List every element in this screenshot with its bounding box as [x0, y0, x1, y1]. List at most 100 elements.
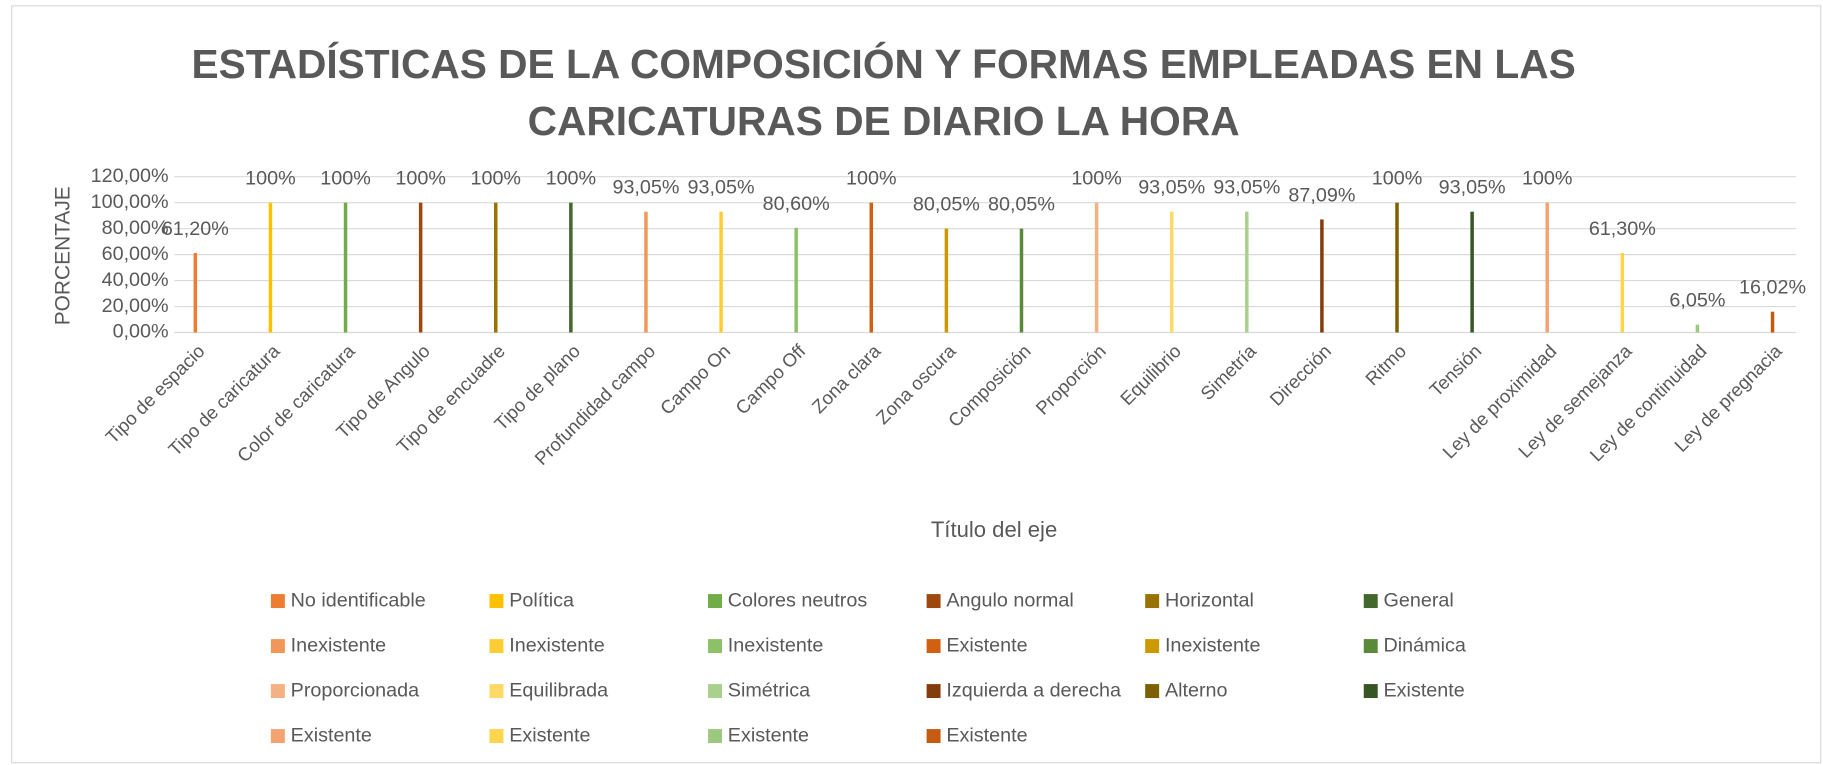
legend-swatch [1145, 594, 1160, 609]
y-tick-label: 40,00% [102, 269, 169, 291]
value-label: 93,05% [688, 177, 755, 199]
legend-swatch [708, 729, 722, 744]
legend-label: Angulo normal [946, 589, 1073, 611]
y-tick-label: 20,00% [102, 295, 169, 317]
y-tick-label: 0,00% [113, 321, 169, 343]
legend-swatch [926, 594, 941, 609]
bar [1695, 324, 1700, 333]
value-label: 80,05% [913, 194, 980, 216]
value-label: 93,05% [1439, 177, 1506, 199]
legend-swatch [1145, 639, 1160, 654]
legend-label: Proporcionada [291, 679, 419, 701]
legend-label: Existente [946, 724, 1027, 746]
legend-label: General [1384, 589, 1454, 611]
legend-label: Colores neutros [728, 589, 868, 611]
value-label: 100% [245, 168, 296, 190]
legend-swatch [926, 729, 941, 744]
legend-swatch [708, 684, 722, 699]
bar [869, 202, 874, 333]
y-tick-label: 80,00% [102, 217, 169, 239]
legend-label: Existente [728, 724, 809, 746]
legend-label: Alterno [1165, 679, 1228, 701]
value-label: 61,30% [1589, 218, 1656, 240]
value-label: 100% [546, 168, 597, 190]
value-label: 80,05% [988, 194, 1055, 216]
y-tick-label: 100,00% [91, 191, 169, 213]
bar [719, 211, 723, 333]
legend-label: Izquierda a derecha [946, 679, 1121, 701]
y-tick-label: 60,00% [102, 243, 169, 265]
legend-swatch [708, 594, 722, 609]
legend-swatch [1363, 639, 1378, 654]
x-axis-title: Título del eje [931, 517, 1057, 542]
legend-swatch [489, 639, 504, 654]
value-label: 100% [395, 168, 446, 190]
bar [193, 253, 198, 333]
bar [1245, 211, 1249, 333]
legend-swatch [926, 639, 941, 654]
legend-label: Existente [291, 724, 372, 746]
y-axis-title: PORCENTAJE [51, 186, 74, 325]
legend-swatch [1363, 594, 1378, 609]
value-label: 93,05% [612, 177, 679, 199]
legend-swatch [270, 684, 285, 699]
legend-label: Inexistente [291, 634, 387, 656]
bar [494, 202, 498, 333]
bar [268, 202, 273, 333]
bar [1019, 228, 1024, 333]
bar [794, 227, 798, 333]
legend-swatch [489, 594, 504, 609]
legend-swatch [926, 684, 941, 699]
chart-title: ESTADÍSTICAS DE LA COMPOSICIÓN Y FORMAS … [191, 41, 1575, 87]
bar [1470, 211, 1474, 333]
value-label: 100% [1372, 168, 1423, 190]
value-label: 100% [1071, 168, 1122, 190]
bar [1620, 252, 1625, 333]
legend-label: Inexistente [728, 634, 824, 656]
legend-swatch [489, 729, 504, 744]
value-label: 93,05% [1138, 177, 1205, 199]
legend-swatch [270, 594, 285, 609]
legend-swatch [1363, 684, 1378, 699]
legend-label: Simétrica [728, 679, 810, 701]
legend-label: Política [509, 589, 574, 611]
value-label: 100% [846, 168, 897, 190]
legend-label: Existente [509, 724, 590, 746]
value-label: 6,05% [1669, 290, 1725, 312]
legend-label: Inexistente [1165, 634, 1261, 656]
legend-swatch [708, 639, 722, 654]
chart-title: CARICATURAS DE DIARIO LA HORA [528, 98, 1240, 144]
bar [1395, 202, 1399, 333]
legend-label: No identificable [291, 589, 426, 611]
legend-label: Inexistente [509, 634, 605, 656]
value-label: 80,60% [763, 193, 830, 215]
bar [644, 211, 648, 333]
legend-swatch [489, 684, 504, 699]
bar [1094, 202, 1099, 333]
legend-swatch [270, 639, 285, 654]
legend-label: Existente [946, 634, 1027, 656]
legend-label: Horizontal [1165, 589, 1254, 611]
bar [418, 202, 423, 333]
value-label: 100% [320, 168, 371, 190]
value-label: 61,20% [162, 218, 229, 240]
bar [1545, 202, 1549, 333]
legend-label: Existente [1384, 679, 1465, 701]
value-label: 93,05% [1213, 177, 1280, 199]
bar [1169, 211, 1174, 333]
value-label: 87,09% [1288, 184, 1355, 206]
chart-frame [11, 5, 1822, 764]
value-label: 100% [470, 168, 521, 190]
legend-label: Dinámica [1384, 634, 1466, 656]
legend-label: Equilibrada [509, 679, 608, 701]
value-label: 100% [1522, 168, 1573, 190]
bar [944, 228, 949, 333]
value-label: 16,02% [1739, 277, 1806, 299]
bar [569, 202, 573, 333]
bar [343, 202, 348, 333]
bar [1320, 219, 1324, 333]
bar [1770, 311, 1775, 333]
legend-swatch [270, 729, 285, 744]
y-tick-label: 120,00% [91, 165, 169, 187]
